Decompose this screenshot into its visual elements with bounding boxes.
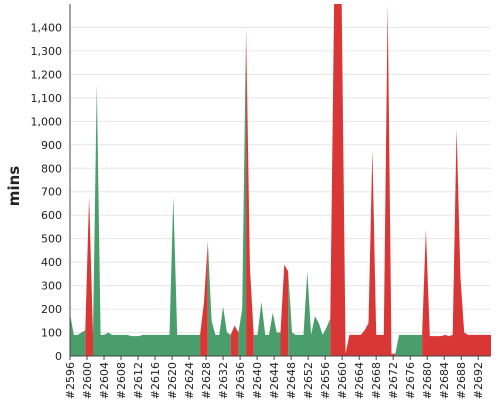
x-tick-label: #2652 xyxy=(302,362,315,399)
x-tick-label: #2684 xyxy=(438,362,451,399)
area-segment-failed xyxy=(85,196,93,356)
x-tick-label: #2628 xyxy=(200,362,213,399)
area-segment-failed xyxy=(280,264,289,356)
x-tick-label: #2648 xyxy=(285,362,298,399)
x-tick-label: #2672 xyxy=(387,362,400,399)
grid-lines xyxy=(70,26,491,357)
x-tick-label: #2624 xyxy=(183,362,196,399)
area-segment-passed xyxy=(253,302,281,356)
x-tick-label: #2620 xyxy=(166,362,179,399)
y-axis-title: mins xyxy=(5,166,23,206)
y-tick-labels: 0 100 200 300 400 500 600 700 800 900 1,000 1,100 1,… xyxy=(31,21,63,363)
y-tick-label: 300 xyxy=(41,280,62,293)
y-tick-label: 500 xyxy=(41,233,62,246)
area-segment-passed xyxy=(207,241,231,356)
y-tick-label: 1,200 xyxy=(31,68,63,81)
y-tick-label: 200 xyxy=(41,303,62,316)
area-segment-passed xyxy=(93,83,201,357)
x-tick-label: #2632 xyxy=(217,362,230,399)
x-tick-label: #2612 xyxy=(132,362,145,399)
area-segment-passed xyxy=(288,271,331,356)
x-tick-label: #2680 xyxy=(421,362,434,399)
y-tick-label: 1,000 xyxy=(31,115,63,128)
x-tick-label: #2644 xyxy=(268,362,281,399)
x-tick-label: #2676 xyxy=(404,362,417,399)
x-tick-label: #2664 xyxy=(353,362,366,399)
x-tick-label: #2640 xyxy=(251,362,264,399)
y-tick-label: 400 xyxy=(41,256,62,269)
x-tick-label: #2636 xyxy=(234,362,247,399)
x-tick-label: #2608 xyxy=(115,362,128,399)
x-tick-label: #2668 xyxy=(370,362,383,399)
x-tick-label: #2616 xyxy=(149,362,162,399)
area-segment-failed xyxy=(330,4,396,356)
area-segment-failed xyxy=(200,241,208,356)
y-tick-label: 0 xyxy=(55,350,62,363)
x-tick-labels: #2596 #2600 #2604 #2608 #2612 #2616 #2620 #2624… xyxy=(64,362,485,399)
x-tick-label: #2656 xyxy=(319,362,332,399)
x-tick-label: #2596 xyxy=(64,362,77,399)
x-tick-label: #2688 xyxy=(455,362,468,399)
area-segment-passed xyxy=(238,27,247,356)
y-tick-label: 900 xyxy=(41,139,62,152)
y-tick-label: 1,300 xyxy=(31,45,63,58)
y-tick-label: 1,400 xyxy=(31,21,63,34)
area-segment-failed xyxy=(246,27,254,356)
y-tick-label: 100 xyxy=(41,327,62,340)
x-tick-label: #2692 xyxy=(472,362,485,399)
area-segment-passed xyxy=(395,334,423,356)
y-tick-label: 800 xyxy=(41,162,62,175)
axes xyxy=(69,4,491,360)
x-tick-label: #2660 xyxy=(336,362,349,399)
y-tick-label: 1,100 xyxy=(31,92,63,105)
area-segment-passed xyxy=(70,313,86,356)
x-tick-label: #2604 xyxy=(98,362,111,399)
y-tick-label: 700 xyxy=(41,186,62,199)
area-segment-failed xyxy=(230,325,239,356)
x-tick-label: #2600 xyxy=(81,362,94,399)
area-segment-failed xyxy=(422,128,491,356)
area-series xyxy=(70,4,491,357)
y-tick-label: 600 xyxy=(41,209,62,222)
